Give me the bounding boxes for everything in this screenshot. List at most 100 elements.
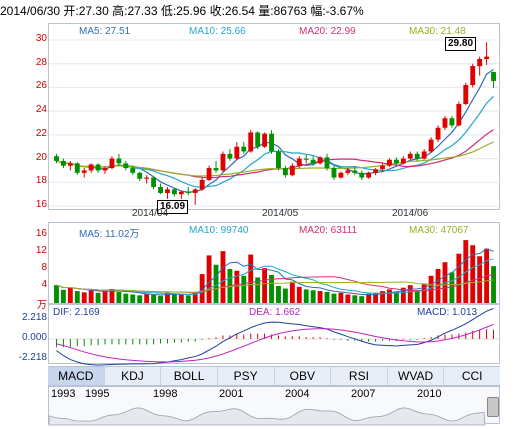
candle-body [338, 172, 344, 178]
volume-bar [289, 281, 295, 303]
candle-body [213, 168, 219, 171]
price-tick: 30 [35, 33, 47, 44]
volume-chart[interactable] [49, 223, 501, 305]
tab-psy[interactable]: PSY [218, 367, 275, 385]
vol-ma10-label: MA10: 99740 [189, 225, 249, 236]
price-chart-panel[interactable]: MA5: 27.51 MA10: 25.66 MA20: 22.99 MA30:… [48, 23, 501, 214]
date-label-may: 2014/05 [262, 208, 299, 219]
navigator-sparkline [48, 407, 486, 426]
candle-body [81, 170, 87, 173]
volume-bar [407, 285, 413, 303]
volume-bar [421, 283, 427, 303]
volume-bar [359, 296, 365, 303]
quote-volume: 量:86763 [258, 4, 307, 18]
volume-bar [54, 285, 59, 303]
candle-body [206, 168, 212, 180]
tab-boll[interactable]: BOLL [161, 367, 218, 385]
vol-ma30-label: MA30: 47067 [409, 225, 469, 236]
volume-tick: 万 [37, 300, 47, 311]
candle-body [484, 56, 490, 59]
candle-body [178, 191, 184, 195]
year-2001: 2001 [219, 388, 244, 400]
dea-line [56, 323, 494, 363]
tab-kdj[interactable]: KDJ [105, 367, 162, 385]
tab-cci[interactable]: CCI [461, 369, 483, 383]
volume-bar [192, 291, 198, 303]
candle-body [414, 153, 420, 159]
volume-bar [213, 264, 219, 303]
tab-wvad[interactable]: WVAD [388, 367, 445, 385]
volume-bar [60, 289, 66, 303]
candle-body [463, 85, 469, 105]
candle-body [470, 66, 476, 86]
ma30-label: MA30: 21.48 [409, 26, 466, 37]
year-2010: 2010 [417, 388, 442, 400]
tab-rsi[interactable]: RSI [331, 367, 388, 385]
volume-bar [102, 290, 108, 303]
candle-body [137, 172, 143, 179]
navigator-area [48, 407, 486, 426]
candle-body [165, 189, 170, 193]
tab-obv[interactable]: OBV [275, 367, 332, 385]
volume-bar [470, 245, 476, 303]
candle-body [428, 139, 434, 152]
candle-body [282, 168, 288, 176]
tab-macd[interactable]: MACD [48, 367, 105, 385]
candle-body [317, 157, 323, 164]
high-price-label: 29.80 [445, 37, 477, 51]
price-tick: 28 [35, 56, 47, 68]
volume-bar [199, 274, 205, 303]
candle-body [185, 191, 191, 193]
candle-body [276, 151, 281, 169]
volume-bar [317, 291, 323, 303]
volume-bar [234, 270, 240, 303]
range-navigator[interactable]: 1993 1995 1998 2001 2004 2007 2010 [48, 386, 500, 426]
price-tick: 20 [35, 151, 47, 163]
date-label-jun: 2014/06 [392, 208, 429, 219]
volume-bar [491, 266, 496, 303]
low-price-label: 16.09 [157, 200, 189, 214]
volume-bar [123, 293, 129, 303]
volume-bar [456, 253, 462, 303]
candle-body [456, 104, 462, 126]
candle-body [234, 146, 240, 159]
candle-body [421, 151, 427, 159]
candle-body [158, 187, 163, 193]
vol-ma10-line [56, 258, 494, 295]
quote-low: 低:25.96 [160, 4, 207, 18]
quote-high: 高:27.33 [112, 4, 158, 18]
volume-bar [220, 251, 226, 303]
volume-tick: 8 [41, 262, 47, 273]
ma10-line [56, 95, 494, 188]
vol-ma5-line [56, 248, 494, 296]
candle-body [366, 172, 372, 178]
range-handle[interactable] [487, 397, 499, 417]
macd-label: MACD: 1.013 [417, 307, 478, 318]
volume-bar [151, 294, 157, 303]
vol-ma20-label: MA20: 63111 [299, 225, 358, 236]
volume-bar [276, 286, 281, 303]
candlestick-chart[interactable] [49, 24, 501, 211]
year-2007: 2007 [351, 388, 376, 400]
volume-bar [387, 289, 392, 303]
volume-chart-panel[interactable]: MA5: 11.02万 MA10: 99740 MA20: 63111 MA30… [48, 222, 500, 304]
volume-bar [185, 295, 191, 303]
macd-chart-panel[interactable]: DIF: 2.169 DEA: 1.662 MACD: 1.013 [48, 304, 501, 366]
volume-bar [296, 286, 302, 303]
candle-body [220, 153, 226, 171]
candle-body [310, 159, 316, 164]
quote-header: 2014/06/30 开:27.30 高:27.33 低:25.96 收:26.… [0, 0, 521, 22]
volume-bar [178, 294, 184, 303]
volume-bar [95, 292, 101, 303]
candle-body [296, 158, 302, 166]
volume-bar [158, 295, 163, 303]
candle-body [130, 168, 136, 173]
dif-line [56, 308, 494, 366]
candle-body [144, 177, 150, 179]
volume-bar [144, 294, 150, 303]
macd-chart[interactable] [49, 305, 501, 366]
ma10-label: MA10: 25.66 [189, 26, 246, 37]
volume-bar [206, 255, 212, 303]
price-tick: 16 [35, 199, 47, 210]
indicator-tabs: MACD KDJ BOLL PSY OBV RSI WVAD CCI [48, 366, 500, 386]
